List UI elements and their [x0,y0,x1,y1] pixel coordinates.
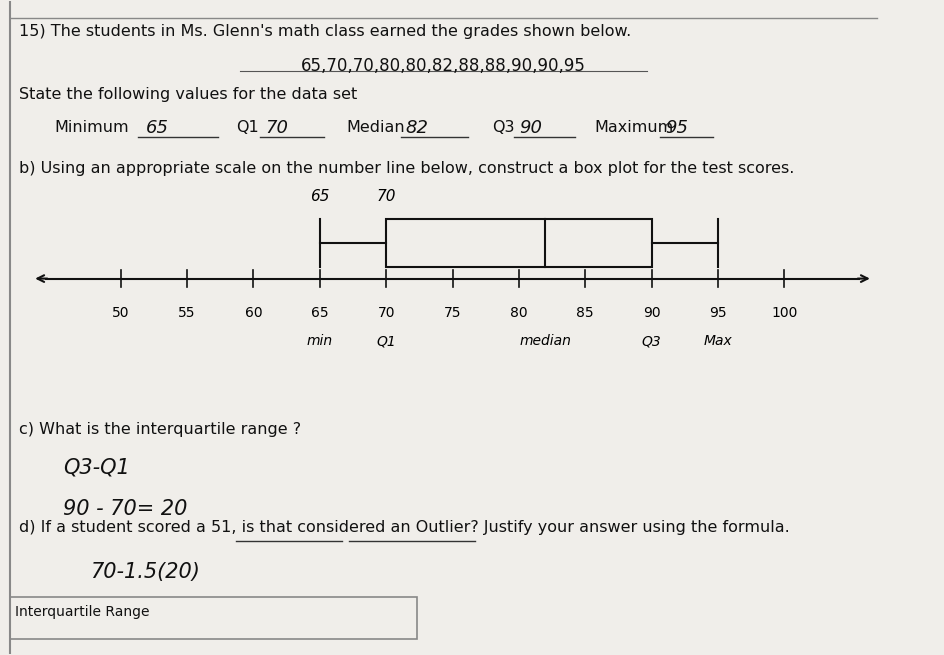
Text: 70: 70 [376,189,396,204]
Text: 90: 90 [518,119,541,138]
Bar [10,597,416,639]
Text: min: min [307,334,332,348]
Text: Q3-Q1: Q3-Q1 [63,458,130,478]
Text: 95: 95 [708,306,726,320]
Bar [386,219,650,267]
Text: 50: 50 [112,306,129,320]
Text: 70: 70 [264,119,288,138]
Text: 15) The students in Ms. Glenn's math class earned the grades shown below.: 15) The students in Ms. Glenn's math cla… [19,24,631,39]
Text: 90 - 70= 20: 90 - 70= 20 [63,499,188,519]
Text: Minimum: Minimum [55,120,129,135]
Text: 60: 60 [244,306,262,320]
Text: Q3: Q3 [641,334,661,348]
Text: median: median [519,334,571,348]
Text: 55: 55 [178,306,195,320]
Text: 100: 100 [770,306,797,320]
Text: Maximum: Maximum [594,120,672,135]
Text: Max: Max [702,334,732,348]
Text: 65: 65 [311,306,329,320]
Text: 70: 70 [377,306,395,320]
Text: d) If a student scored a 51, is that considered an Outlier? Justify your answer : d) If a student scored a 51, is that con… [19,520,789,535]
Text: c) What is the interquartile range ?: c) What is the interquartile range ? [19,422,301,437]
Text: 65: 65 [145,119,168,138]
Text: 82: 82 [405,119,429,138]
Text: 65: 65 [310,189,329,204]
Text: 70-1.5(20): 70-1.5(20) [90,562,199,582]
Text: 80: 80 [510,306,527,320]
Text: Q1: Q1 [236,120,259,135]
Text: Q3: Q3 [492,120,514,135]
Text: 85: 85 [576,306,594,320]
Text: 75: 75 [444,306,461,320]
Text: State the following values for the data set: State the following values for the data … [19,88,357,102]
Text: 95: 95 [665,119,687,138]
Text: b) Using an appropriate scale on the number line below, construct a box plot for: b) Using an appropriate scale on the num… [19,161,794,176]
Text: Median: Median [346,120,405,135]
Text: 65,70,70,80,80,82,88,88,90,90,95: 65,70,70,80,80,82,88,88,90,90,95 [301,57,585,75]
Text: Interquartile Range: Interquartile Range [15,605,149,620]
Text: 90: 90 [642,306,660,320]
Text: Q1: Q1 [376,334,396,348]
